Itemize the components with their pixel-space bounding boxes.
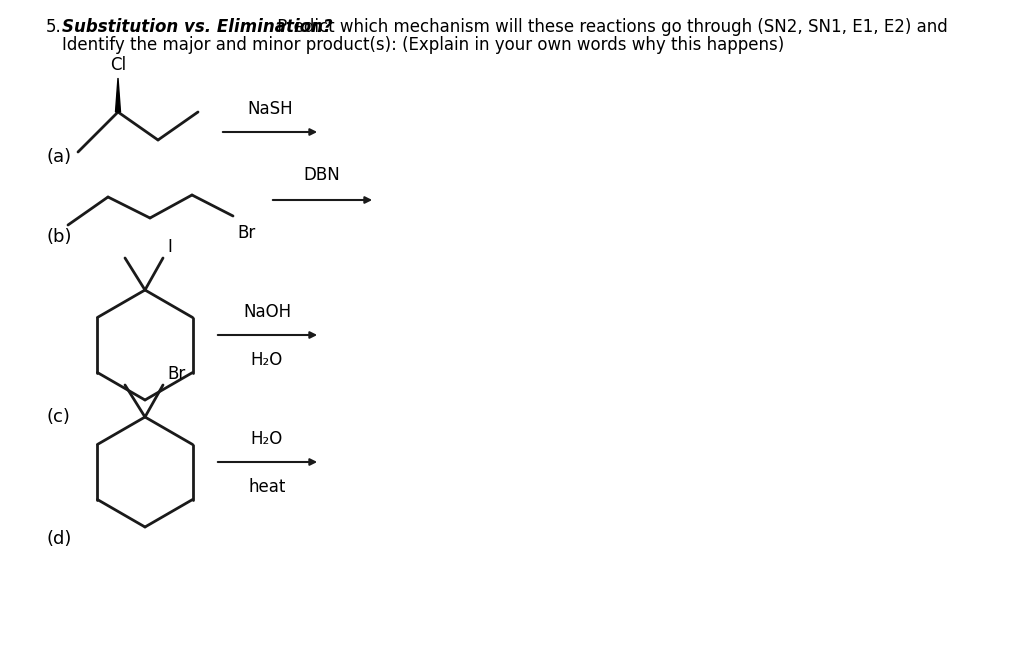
Text: I: I: [167, 238, 172, 256]
Text: 5.: 5.: [46, 18, 61, 36]
Text: Predict which mechanism will these reactions go through (SN2, SN1, E1, E2) and: Predict which mechanism will these react…: [272, 18, 948, 36]
Polygon shape: [116, 78, 121, 112]
Text: (a): (a): [46, 148, 71, 166]
Text: Br: Br: [237, 224, 255, 242]
Text: Substitution vs. Elimination?: Substitution vs. Elimination?: [62, 18, 333, 36]
Text: (b): (b): [46, 228, 72, 246]
Text: NaOH: NaOH: [243, 303, 291, 321]
Text: NaSH: NaSH: [247, 100, 293, 118]
Text: Cl: Cl: [110, 56, 126, 74]
Text: DBN: DBN: [304, 166, 340, 184]
Text: heat: heat: [248, 478, 286, 496]
Text: H₂O: H₂O: [251, 430, 283, 448]
Text: (d): (d): [46, 530, 72, 548]
Text: Identify the major and minor product(s): (Explain in your own words why this hap: Identify the major and minor product(s):…: [62, 36, 784, 54]
Text: H₂O: H₂O: [251, 351, 283, 369]
Text: Br: Br: [167, 365, 185, 383]
Text: (c): (c): [46, 408, 70, 426]
